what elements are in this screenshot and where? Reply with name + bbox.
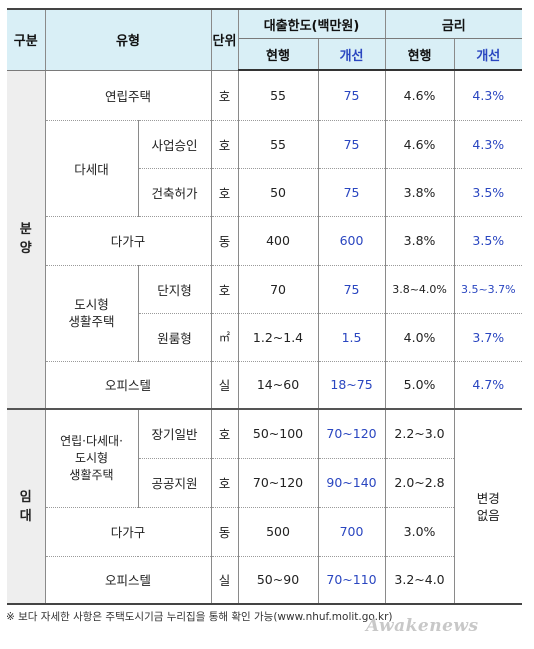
loan-current-yeonrip: 55 [237,70,319,121]
sub-rent-long: 장기일반 [137,409,212,459]
unit-urban-danji: 호 [210,265,239,314]
loan-current-rent-officetel: 50~90 [237,556,319,605]
type-dagagu: 다가구 [44,216,212,266]
rate-current-rent-long: 2.2~3.0 [384,409,455,459]
header-loan-improved: 개선 [317,38,386,71]
rate-current-dagagu: 3.8% [384,216,455,266]
loan-improved-rent-dagagu: 700 [317,507,386,557]
loan-current-urban-danji: 70 [237,265,319,314]
header-loan-current: 현행 [237,38,319,71]
rate-current-rent-officetel: 3.2~4.0 [384,556,455,605]
rate-improved-officetel: 4.7% [453,361,523,410]
rate-improved-urban-wonroom: 3.7% [453,313,523,362]
header-rate: 금리 [384,8,523,39]
rate-current-dasede-approve: 4.6% [384,120,455,169]
type-rent-dagagu: 다가구 [44,507,212,557]
unit-rent-public: 호 [210,458,239,508]
rate-current-yeonrip: 4.6% [384,70,455,121]
loan-current-dasede-approve: 55 [237,120,319,169]
type-urban: 도시형 생활주택 [44,265,139,362]
type-rent-group: 연립·다세대· 도시형 생활주택 [44,409,139,508]
loan-improved-rent-public: 90~140 [317,458,386,508]
rate-improved-dasede-approve: 4.3% [453,120,523,169]
loan-improved-rent-long: 70~120 [317,409,386,459]
type-dasede: 다세대 [44,120,139,217]
header-rate-current: 현행 [384,38,455,71]
header-type: 유형 [44,8,212,71]
type-officetel: 오피스텔 [44,361,212,410]
loan-improved-dagagu: 600 [317,216,386,266]
watermark-logo: Awakenews [366,616,479,636]
loan-current-rent-long: 50~100 [237,409,319,459]
header-category: 구분 [7,8,46,71]
sub-urban-wonroom: 원룸형 [137,313,212,362]
unit-dasede-approve: 호 [210,120,239,169]
sub-urban-danji: 단지형 [137,265,212,314]
loan-improved-officetel: 18~75 [317,361,386,410]
unit-rent-long: 호 [210,409,239,459]
loan-improved-dasede-build: 75 [317,168,386,217]
loan-improved-urban-danji: 75 [317,265,386,314]
loan-comparison-table: 구분 유형 단위 대출한도(백만원) 금리 현행 개선 현행 개선 분 양 연립… [7,8,523,605]
rate-current-urban-danji: 3.8~4.0% [384,265,455,314]
rate-improved-yeonrip: 4.3% [453,70,523,121]
rate-no-change: 변경 없음 [453,409,523,605]
loan-current-dasede-build: 50 [237,168,319,217]
rate-current-rent-dagagu: 3.0% [384,507,455,557]
unit-urban-wonroom: ㎡ [210,313,239,362]
sub-dasede-build: 건축허가 [137,168,212,217]
loan-improved-rent-officetel: 70~110 [317,556,386,605]
unit-dasede-build: 호 [210,168,239,217]
loan-current-rent-dagagu: 500 [237,507,319,557]
header-rate-improved: 개선 [453,38,523,71]
rate-current-dasede-build: 3.8% [384,168,455,217]
type-rent-officetel: 오피스텔 [44,556,212,605]
loan-current-dagagu: 400 [237,216,319,266]
loan-improved-urban-wonroom: 1.5 [317,313,386,362]
loan-current-rent-public: 70~120 [237,458,319,508]
unit-dagagu: 동 [210,216,239,266]
type-yeonrip: 연립주택 [44,70,212,121]
unit-yeonrip: 호 [210,70,239,121]
footnote: ※ 보다 자세한 사항은 주택도시기금 누리집을 통해 확인 가능(www.nh… [6,611,393,623]
rate-current-urban-wonroom: 4.0% [384,313,455,362]
sub-rent-public: 공공지원 [137,458,212,508]
section-imdae: 임 대 [7,409,46,605]
rate-improved-urban-danji: 3.5~3.7% [453,265,523,314]
loan-improved-yeonrip: 75 [317,70,386,121]
rate-improved-dagagu: 3.5% [453,216,523,266]
header-unit: 단위 [210,8,239,71]
loan-current-urban-wonroom: 1.2~1.4 [237,313,319,362]
loan-current-officetel: 14~60 [237,361,319,410]
rate-current-officetel: 5.0% [384,361,455,410]
unit-officetel: 실 [210,361,239,410]
rate-improved-dasede-build: 3.5% [453,168,523,217]
sub-dasede-approve: 사업승인 [137,120,212,169]
header-loan-limit: 대출한도(백만원) [237,8,386,39]
unit-rent-dagagu: 동 [210,507,239,557]
loan-improved-dasede-approve: 75 [317,120,386,169]
section-bunyang: 분 양 [7,70,46,410]
rate-current-rent-public: 2.0~2.8 [384,458,455,508]
unit-rent-officetel: 실 [210,556,239,605]
